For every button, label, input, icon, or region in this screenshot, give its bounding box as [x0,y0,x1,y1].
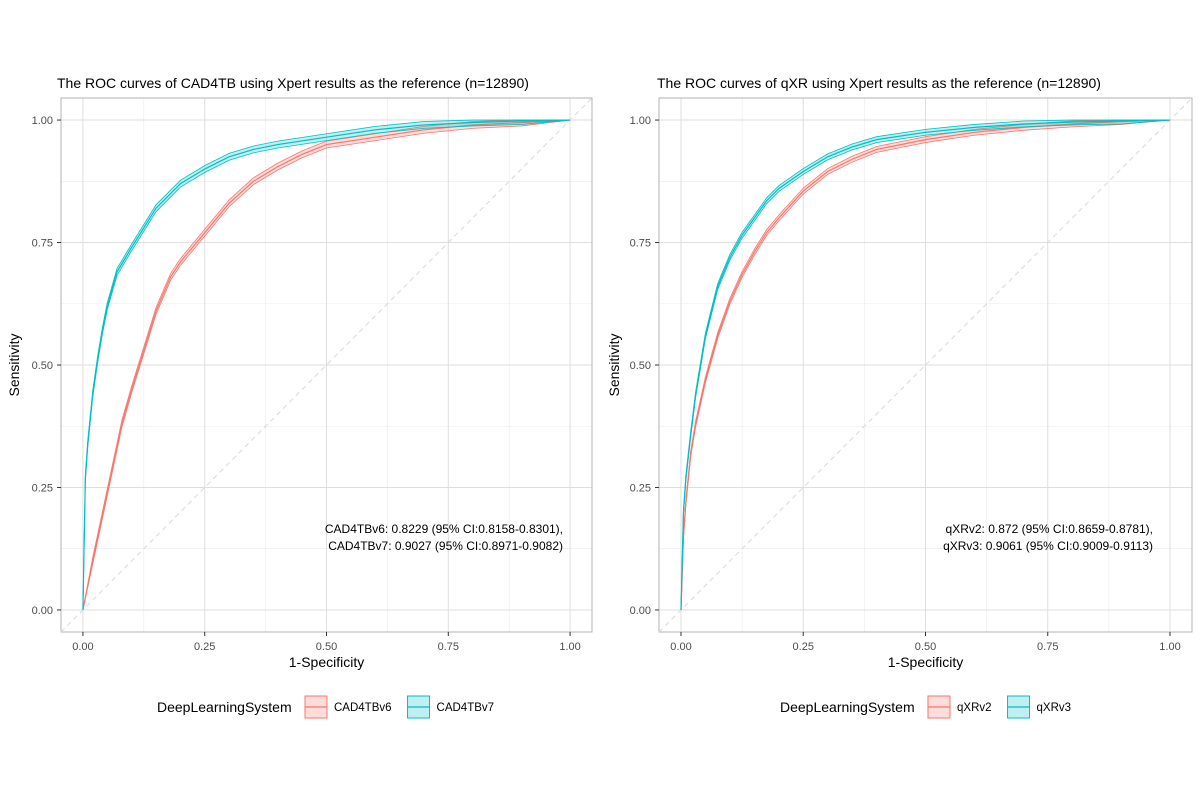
band-upper-CAD4TBv6 [82,119,571,611]
roc-line-CAD4TBv6 [82,119,571,611]
y-tick-label: 0.25 [630,482,651,494]
legend-title: DeepLearningSystem [780,699,915,715]
series-qXRv3 [680,119,1171,610]
legend: DeepLearningSystem CAD4TBv6 CAD4TBv7 [157,695,495,719]
x-tick-label: 0.75 [438,641,459,653]
y-tick-label: 0.00 [630,605,651,617]
y-tick-label: 1.00 [630,115,651,127]
roc-panel-1: 0.00 0.25 0.50 0.75 1.00 0.00 0.25 0.50 0.75 1.00… [6,75,593,719]
legend: DeepLearningSystem qXRv2 qXRv3 [780,695,1072,719]
chart-title: The ROC curves of qXR using Xpert result… [657,75,1101,91]
x-tick-label: 0.75 [1037,641,1058,653]
x-tick-label: 0.00 [670,641,691,653]
series-CAD4TBv7 [82,119,571,610]
x-tick-label: 0.50 [316,641,337,653]
legend-label: qXRv2 [957,702,992,714]
roc-line-qXRv3 [680,119,1171,610]
x-axis-label: 1-Specificity [289,654,364,670]
legend-key-CAD4TBv6 [304,695,328,719]
series-CAD4TBv6 [82,119,571,611]
series-qXRv2 [680,119,1171,610]
x-tick-label: 0.00 [72,641,93,653]
chart-title: The ROC curves of CAD4TB using Xpert res… [57,75,529,91]
legend-key-qXRv3 [1007,695,1031,719]
roc-panel-2: 0.00 0.25 0.50 0.75 1.00 0.00 0.25 0.50 0.75 1.00… [606,75,1193,719]
y-tick-label: 1.00 [32,115,53,127]
auc-annotation: CAD4TBv6: 0.8229 (95% CI:0.8158-0.8301), [325,522,563,536]
auc-annotation: qXRv3: 0.9061 (95% CI:0.9009-0.9113) [943,539,1153,553]
legend-label: CAD4TBv7 [437,702,495,714]
x-tick-label: 0.25 [194,641,215,653]
x-tick-label: 1.00 [559,641,580,653]
x-tick-label: 0.25 [793,641,814,653]
legend-key-qXRv2 [927,695,951,719]
legend-key-CAD4TBv7 [407,695,431,719]
band-lower-CAD4TBv6 [82,119,571,611]
y-tick-label: 0.00 [32,605,53,617]
y-tick-label: 0.75 [630,238,651,250]
x-tick-label: 0.50 [915,641,936,653]
auc-annotation: qXRv2: 0.872 (95% CI:0.8659-0.8781), [946,522,1153,536]
roc-line-CAD4TBv7 [82,119,571,610]
roc-line-qXRv2 [680,119,1171,610]
x-tick-label: 1.00 [1159,641,1180,653]
y-tick-label: 0.50 [32,360,53,372]
legend-title: DeepLearningSystem [157,699,292,715]
y-tick-label: 0.25 [32,482,53,494]
x-axis-label: 1-Specificity [888,654,963,670]
y-axis-label: Sensitivity [606,333,622,396]
auc-annotation: CAD4TBv7: 0.9027 (95% CI:0.8971-0.9082) [328,539,563,553]
y-tick-label: 0.50 [630,360,651,372]
grid [61,98,592,632]
y-tick-label: 0.75 [32,238,53,250]
y-axis-label: Sensitivity [6,333,22,396]
legend-label: CAD4TBv6 [334,702,392,714]
legend-label: qXRv3 [1037,702,1072,714]
